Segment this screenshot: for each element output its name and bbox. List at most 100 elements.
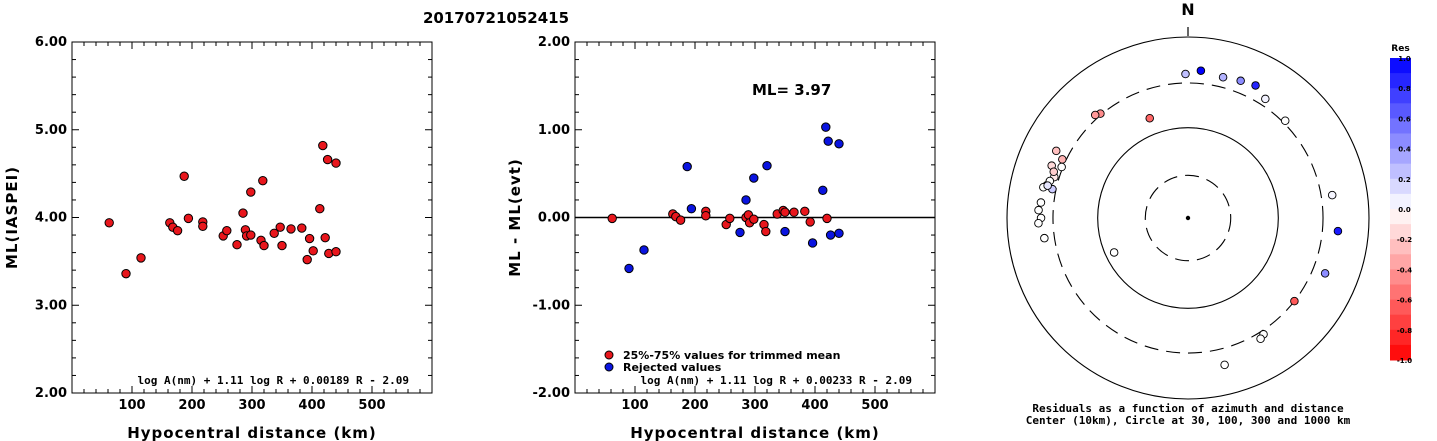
data-point	[741, 195, 751, 205]
x-tick-label: 200	[178, 398, 205, 413]
legend-marker	[604, 350, 614, 360]
x-tick-label: 400	[801, 398, 828, 413]
station-point	[1036, 198, 1046, 207]
colorbar-segment	[1390, 58, 1411, 74]
legend-label: 25%-75% values for trimmed mean	[623, 349, 840, 362]
colorbar-segment	[1390, 163, 1411, 180]
colorbar-tick-label: -0.4	[1397, 266, 1412, 274]
data-point	[246, 230, 256, 240]
data-point	[331, 158, 341, 168]
data-point	[259, 240, 269, 251]
y-tick-label: 5.00	[35, 123, 67, 138]
station-point	[1090, 110, 1100, 120]
data-point	[318, 140, 328, 151]
colorbar-segment	[1390, 254, 1411, 270]
station-point	[1051, 146, 1061, 156]
x-tick-label: 500	[358, 398, 385, 413]
colorbar-segment	[1390, 118, 1411, 134]
residual-vs-distance-panel: -2.00 -1.00 0.00 1.00 2.00 100 200 300 400 500 Hyp…	[506, 35, 936, 441]
data-point	[232, 240, 242, 250]
data-point	[639, 245, 649, 255]
data-point	[269, 228, 279, 238]
data-point	[607, 213, 617, 224]
data-point	[821, 122, 831, 132]
polar-caption-line2: Center (10km), Circle at 30, 100, 300 an…	[1026, 414, 1351, 427]
station-point	[1058, 155, 1067, 164]
y-tick-label: -2.00	[533, 386, 570, 401]
data-point	[749, 214, 759, 224]
y-axis-label: ML(IASPEI)	[3, 166, 21, 269]
colorbar-title: Res	[1391, 44, 1409, 54]
x-tick-label: 500	[861, 398, 888, 413]
data-point	[275, 222, 285, 232]
distance-ring-300km	[1052, 82, 1324, 354]
data-point	[198, 221, 208, 231]
data-point	[331, 247, 341, 257]
colorbar-tick-label: -0.2	[1397, 236, 1412, 244]
colorbar-segment	[1390, 148, 1411, 165]
data-point	[308, 246, 318, 256]
y-tick-label: 4.00	[35, 211, 67, 226]
y-tick-label: 6.00	[35, 35, 67, 50]
x-tick-label: 100	[621, 398, 648, 413]
distance-ring-1000km	[1006, 36, 1370, 400]
colorbar-segment	[1390, 344, 1411, 361]
data-point	[222, 225, 232, 236]
formula-label: log A(nm) + 1.11 log R + 0.00233 R - 2.0…	[640, 374, 912, 387]
formula-label: log A(nm) + 1.11 log R + 0.00189 R - 2.0…	[137, 374, 409, 387]
colorbar-segment	[1390, 329, 1411, 346]
data-point	[780, 226, 790, 237]
data-point	[818, 185, 828, 195]
data-point	[277, 240, 287, 251]
data-point	[258, 175, 268, 186]
station-point	[1333, 226, 1343, 236]
station-point	[1043, 181, 1052, 190]
data-point	[121, 268, 131, 279]
epicenter-dot	[1185, 215, 1191, 221]
data-point	[762, 161, 772, 171]
data-point	[320, 232, 330, 243]
x-axis-label: Hypocentral distance (km)	[127, 424, 377, 441]
y-tick-label: 2.00	[538, 35, 570, 50]
station-point	[1181, 69, 1190, 79]
ml-vs-distance-panel: 2.00 3.00 4.00 5.00 6.00 100 200 300 400 500 Hypoc…	[3, 35, 433, 441]
x-tick-label: 300	[741, 398, 768, 413]
data-point	[315, 204, 325, 214]
y-axis-label: ML - ML(evt)	[506, 158, 524, 276]
colorbar-segment	[1390, 239, 1411, 255]
data-point	[834, 228, 844, 238]
colorbar-tick-label: -1.0	[1397, 357, 1412, 365]
station-point	[1280, 116, 1290, 126]
data-point	[749, 173, 759, 183]
station-point	[1256, 334, 1265, 344]
station-point	[1218, 73, 1228, 82]
data-point	[825, 230, 836, 240]
y-tick-label: -1.00	[533, 298, 570, 313]
station-point	[1057, 162, 1066, 172]
y-tick-label: 3.00	[35, 298, 67, 313]
data-point	[675, 215, 686, 225]
data-point	[286, 224, 296, 234]
y-tick-label: 2.00	[35, 386, 67, 401]
colorbar-tick-label: 0.4	[1398, 146, 1411, 154]
north-label: N	[1181, 0, 1194, 19]
data-point	[246, 187, 256, 197]
colorbar-segment	[1390, 284, 1411, 301]
data-point	[624, 263, 634, 274]
colorbar-segment	[1390, 299, 1411, 316]
data-point	[302, 254, 312, 265]
colorbar-segment	[1390, 133, 1411, 150]
station-point	[1196, 66, 1206, 75]
colorbar-segment	[1390, 269, 1411, 285]
data-point	[172, 225, 183, 236]
legend-label: Rejected values	[623, 361, 722, 374]
y-tick-label: 1.00	[538, 123, 570, 138]
distance-ring-30km	[1144, 174, 1232, 262]
colorbar-tick-label: -0.8	[1397, 327, 1412, 335]
station-point	[1251, 81, 1260, 90]
station-point	[1320, 269, 1330, 278]
colorbar-segment	[1390, 103, 1411, 119]
x-tick-label: 400	[298, 398, 325, 413]
y-tick-label: 0.00	[538, 211, 570, 226]
